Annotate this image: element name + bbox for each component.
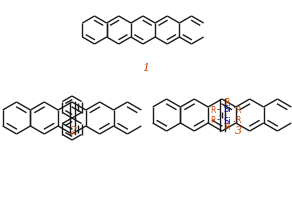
Text: R: R bbox=[224, 97, 230, 107]
Text: R: R bbox=[211, 116, 216, 124]
Text: 3: 3 bbox=[234, 126, 241, 136]
Text: R: R bbox=[235, 116, 240, 124]
Text: 1: 1 bbox=[142, 63, 150, 73]
Text: R: R bbox=[224, 124, 230, 132]
Text: ·: · bbox=[233, 103, 236, 113]
Text: Si: Si bbox=[224, 104, 232, 114]
Text: 2: 2 bbox=[69, 126, 77, 136]
Text: Si: Si bbox=[224, 117, 232, 125]
Text: -: - bbox=[217, 116, 220, 124]
Text: -: - bbox=[217, 105, 220, 115]
Text: R: R bbox=[211, 105, 216, 115]
Text: ·: · bbox=[233, 117, 236, 127]
Text: R: R bbox=[235, 105, 240, 115]
